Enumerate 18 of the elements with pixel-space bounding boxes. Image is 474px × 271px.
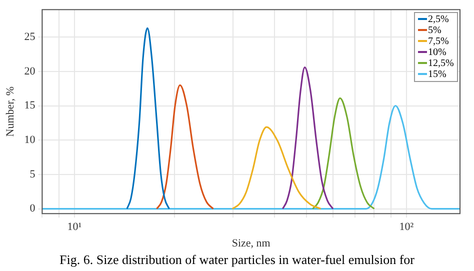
y-tick-label: 15 xyxy=(24,100,36,112)
x-axis-title: Size, nm xyxy=(232,237,271,250)
y-axis-title: Number, % xyxy=(4,86,16,137)
caption: Fig. 6. Size distribution of water particles in water-fuel emulsion for xyxy=(58,252,416,268)
x-tick-label: 10² xyxy=(399,221,414,234)
legend-label: 10% xyxy=(428,46,446,58)
x-tick-label: 10¹ xyxy=(67,221,82,234)
legend-label: 7,5% xyxy=(428,36,449,47)
legend-label: 12,5% xyxy=(428,58,454,69)
y-tick-label: 20 xyxy=(24,65,36,78)
legend-label: 15% xyxy=(428,68,446,80)
y-tick-label: 25 xyxy=(24,30,36,43)
legend-label: 2,5% xyxy=(428,14,449,25)
y-tick-label: 0 xyxy=(30,202,36,215)
y-tick-label: 5 xyxy=(30,168,36,180)
legend-label: 5% xyxy=(428,24,442,36)
line-series xyxy=(126,27,170,210)
y-tick-label: 10 xyxy=(24,134,36,146)
